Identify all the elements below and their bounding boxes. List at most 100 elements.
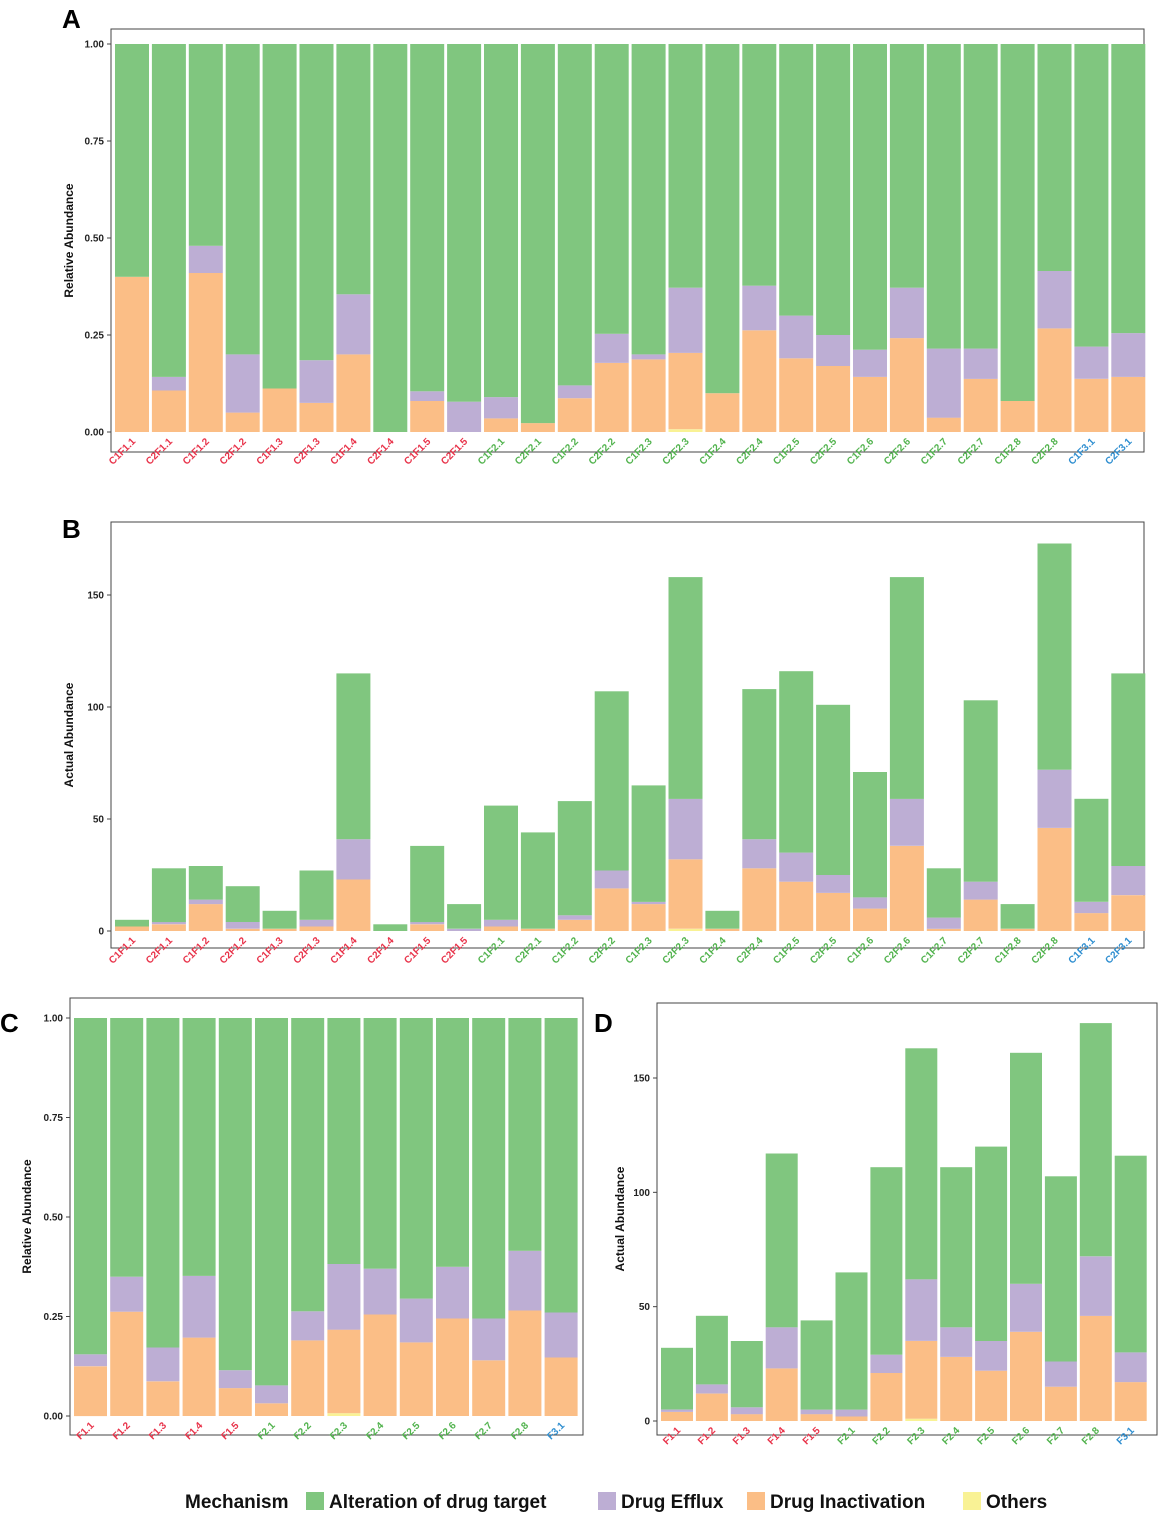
x-tick-label: F1.2 <box>111 1420 133 1442</box>
bar-alteration-C1F2.6 <box>853 44 887 350</box>
bar-inactivation-F1.3 <box>730 1414 763 1421</box>
bar-alteration-F2.6 <box>436 1018 469 1267</box>
x-tick-label: F2.4 <box>940 1425 962 1447</box>
bar-alteration-C1F2.7 <box>926 868 961 918</box>
x-tick-label: C1F2.6 <box>845 935 876 966</box>
bar-efflux-F1.3 <box>146 1347 180 1382</box>
bar-efflux-F2.6 <box>436 1266 469 1319</box>
bar-inactivation-C1F3.1 <box>1074 913 1109 931</box>
bar-inactivation-F2.2 <box>291 1340 325 1416</box>
bar-alteration-C2F1.1 <box>151 44 186 377</box>
bar-efflux-C2F2.5 <box>816 875 851 893</box>
y-tick-label: 0.00 <box>85 428 105 439</box>
y-axis-label: Relative Abundance <box>20 1159 34 1274</box>
bar-alteration-F2.2 <box>291 1018 325 1312</box>
bar-alteration-C2F2.6 <box>889 44 924 288</box>
panel-letter: D <box>594 1008 613 1038</box>
bar-inactivation-C1F1.1 <box>115 276 149 432</box>
x-tick-label: C2F2.5 <box>808 935 839 966</box>
bar-alteration-F1.5 <box>218 1018 252 1371</box>
bar-alteration-F2.8 <box>1079 1023 1112 1257</box>
bar-inactivation-F1.5 <box>218 1388 252 1416</box>
bar-alteration-C2F2.7 <box>963 700 998 882</box>
bar-alteration-C2F1.4 <box>373 924 408 931</box>
bar-inactivation-C1F2.2 <box>557 919 592 931</box>
bar-inactivation-F2.5 <box>975 1370 1008 1421</box>
x-tick-label: C1F3.1 <box>1067 935 1098 966</box>
bar-efflux-F1.2 <box>110 1276 144 1312</box>
bar-alteration-F1.2 <box>695 1315 728 1385</box>
bar-efflux-C2F1.2 <box>225 354 260 413</box>
bar-inactivation-C2F2.3 <box>668 859 703 929</box>
bar-efflux-F2.2 <box>291 1311 325 1341</box>
bar-alteration-C1F2.5 <box>779 44 814 316</box>
bar-alteration-C1F1.1 <box>115 44 149 277</box>
bar-efflux-F2.6 <box>1010 1283 1042 1332</box>
x-tick-label: C1F2.1 <box>476 935 507 966</box>
bar-inactivation-C2F2.7 <box>963 378 998 432</box>
bar-alteration-C2F2.4 <box>742 689 777 840</box>
bar-alteration-F2.8 <box>508 1018 542 1251</box>
bar-efflux-C1F3.1 <box>1074 346 1109 379</box>
x-tick-label: C1F1.3 <box>255 935 286 966</box>
bar-alteration-C1F1.5 <box>410 44 445 392</box>
bar-inactivation-C1F1.3 <box>262 928 297 931</box>
bar-efflux-C1F2.7 <box>926 917 961 929</box>
x-tick-label: F2.1 <box>836 1425 858 1447</box>
bar-efflux-F2.5 <box>399 1298 433 1343</box>
bar-inactivation-F1.4 <box>182 1337 216 1416</box>
bar-alteration-F2.6 <box>1010 1052 1042 1284</box>
bar-inactivation-C1F2.4 <box>705 393 740 432</box>
y-tick-label: 0.50 <box>85 234 105 245</box>
bar-efflux-F2.4 <box>363 1268 397 1315</box>
bar-alteration-C2F2.8 <box>1037 44 1072 271</box>
bar-alteration-C1F2.2 <box>557 801 592 916</box>
bar-efflux-C2F1.1 <box>151 922 186 925</box>
bar-inactivation-C1F1.3 <box>262 388 297 432</box>
bar-alteration-C1F2.3 <box>631 785 666 902</box>
bar-alteration-C2F1.3 <box>299 870 334 920</box>
bar-alteration-C2F2.2 <box>594 44 629 334</box>
bar-others-C2F2.3 <box>668 429 703 432</box>
x-tick-label: C1F1.4 <box>329 935 360 966</box>
bar-inactivation-C2F2.5 <box>816 366 851 432</box>
bar-alteration-C2F1.2 <box>225 886 260 922</box>
bar-inactivation-C1F1.2 <box>188 904 223 931</box>
y-tick-label: 100 <box>87 703 104 714</box>
bar-alteration-C2F2.5 <box>816 704 851 875</box>
bar-efflux-C1F1.5 <box>410 391 445 401</box>
bar-efflux-F2.4 <box>940 1327 973 1357</box>
x-tick-label: C1F1.1 <box>107 935 138 966</box>
x-tick-label: F2.8 <box>1080 1425 1102 1447</box>
bar-alteration-C1F2.1 <box>484 805 518 920</box>
bar-alteration-C1F1.1 <box>115 919 149 927</box>
bar-inactivation-F3.1 <box>1114 1382 1147 1421</box>
bar-alteration-C1F1.2 <box>188 44 223 246</box>
x-tick-label: F2.8 <box>509 1420 531 1442</box>
bar-inactivation-F2.7 <box>472 1360 506 1416</box>
y-tick-label: 50 <box>93 815 105 826</box>
bar-alteration-F2.5 <box>399 1018 433 1299</box>
bar-alteration-C1F1.3 <box>262 44 297 389</box>
bar-alteration-C2F1.3 <box>299 44 334 361</box>
bar-alteration-C2F1.5 <box>447 44 482 402</box>
bar-efflux-F1.4 <box>765 1327 798 1369</box>
bar-efflux-C2F1.1 <box>151 376 186 391</box>
legend-swatch-alteration <box>306 1492 324 1510</box>
x-tick-label: C2F1.3 <box>292 935 323 966</box>
bar-inactivation-C2F2.5 <box>816 892 851 931</box>
legend-swatch-inactivation <box>747 1492 765 1510</box>
bar-alteration-F1.1 <box>661 1347 693 1410</box>
bar-inactivation-C1F2.3 <box>631 359 666 432</box>
panel-letter: C <box>0 1008 19 1038</box>
bar-inactivation-C2F2.4 <box>742 868 777 931</box>
x-tick-label: C2F2.3 <box>661 935 692 966</box>
x-tick-label: C2F2.2 <box>587 935 618 966</box>
x-tick-label: F1.1 <box>75 1420 97 1442</box>
bar-alteration-F1.3 <box>146 1018 180 1348</box>
bar-alteration-C2F2.7 <box>963 44 998 349</box>
x-tick-label: F2.5 <box>400 1420 422 1442</box>
y-tick-label: 50 <box>639 1302 651 1313</box>
bar-inactivation-F1.2 <box>695 1393 728 1421</box>
